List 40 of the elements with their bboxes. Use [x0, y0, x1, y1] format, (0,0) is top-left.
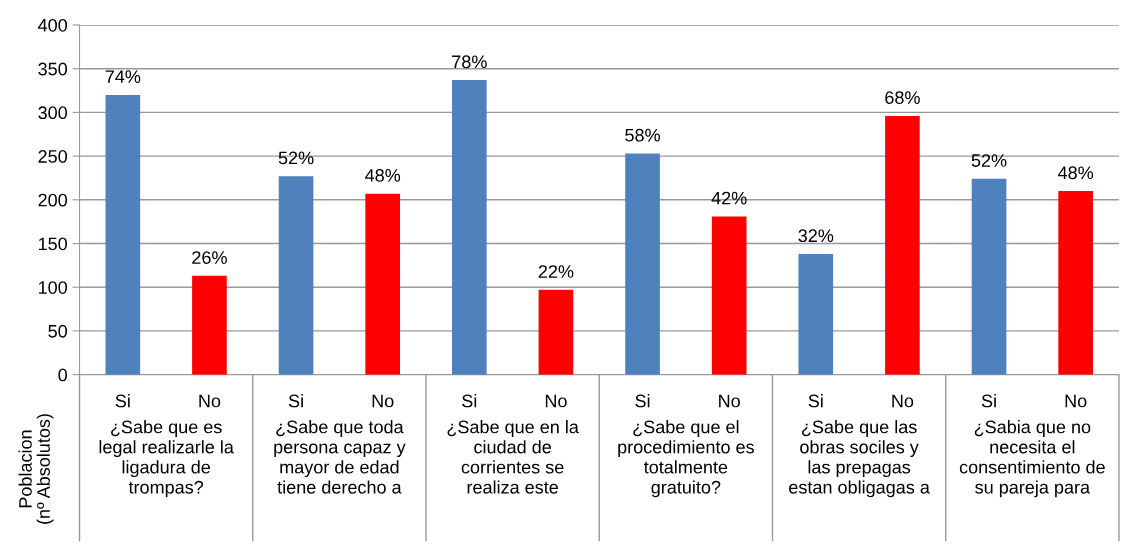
- x-tick-label: No: [892, 394, 914, 408]
- annotation: 48%: [365, 168, 401, 182]
- text: ¿Sabe que es legal realizarle la ligadura de trompas?: [99, 420, 234, 498]
- y-tick-label: 300: [38, 106, 68, 120]
- text: ¿Sabe que en la ciudad de corrientes se realiza este: [447, 420, 579, 494]
- annotation: 74%: [105, 70, 141, 83]
- x-tick-label: No: [199, 394, 221, 408]
- y-tick-label: 400: [38, 18, 68, 32]
- y-axis-title: Poblacion (nº Absolutos): [18, 414, 54, 524]
- x-tick-label: No: [1065, 394, 1087, 408]
- annotation: 78%: [452, 55, 487, 69]
- x-tick-label: Si: [808, 394, 823, 408]
- text: ¿Sabe que las obras sociles y las prepagas estan obligagas a: [789, 420, 930, 498]
- x-tick-label: No: [719, 394, 740, 408]
- annotation: 52%: [971, 154, 1007, 167]
- y-tick-label: 0: [58, 368, 68, 382]
- text: ¿Sabe que el procedimiento es totalmente gratuito?: [618, 420, 754, 498]
- annotation: 52%: [278, 151, 314, 165]
- x-tick-label: No: [372, 394, 394, 408]
- y-tick-label: 350: [38, 62, 68, 76]
- y-tick-label: 50: [48, 324, 68, 338]
- annotation: 22%: [538, 265, 574, 278]
- y-tick-label: 150: [38, 237, 68, 251]
- x-tick-label: Si: [115, 394, 130, 408]
- annotation: 32%: [798, 229, 834, 243]
- text: ¿Sabe que toda persona capaz y mayor de edad tiene derecho a: [274, 420, 406, 494]
- y-tick-label: 100: [38, 281, 68, 294]
- y-tick-label: 200: [38, 193, 68, 207]
- annotation: 26%: [192, 251, 227, 264]
- text: ¿Sabia que no necesita el consentimiento de su pareja para: [959, 420, 1105, 498]
- annotation: 42%: [711, 191, 747, 205]
- x-tick-label: Si: [462, 394, 477, 408]
- x-tick-label: No: [545, 394, 567, 408]
- annotation: 68%: [885, 91, 920, 104]
- annotation: 48%: [1058, 166, 1094, 180]
- x-tick-label: Si: [981, 394, 996, 408]
- y-tick-label: 250: [38, 150, 68, 163]
- x-tick-label: Si: [288, 394, 303, 408]
- annotation: 58%: [625, 128, 660, 142]
- x-tick-label: Si: [635, 394, 650, 408]
